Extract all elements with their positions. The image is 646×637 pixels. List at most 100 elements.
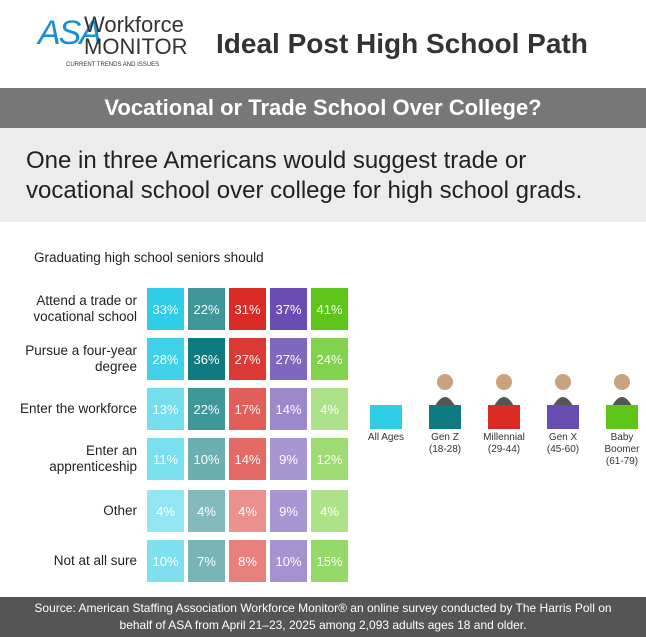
logo-tagline: CURRENT TRENDS AND ISSUES xyxy=(66,62,160,68)
cell: 4% xyxy=(147,490,184,532)
cell-label: 4% xyxy=(320,503,339,519)
cell-label: 14% xyxy=(234,451,261,467)
chart-title: Graduating high school seniors should xyxy=(34,250,264,265)
person-svg xyxy=(435,374,455,406)
cell: 27% xyxy=(229,338,266,380)
legend-swatch xyxy=(606,405,638,429)
cell: 41% xyxy=(311,288,348,330)
person-svg xyxy=(553,374,573,406)
cell: 11% xyxy=(147,438,184,480)
cell: 31% xyxy=(229,288,266,330)
cell-label: 17% xyxy=(234,401,261,417)
legend-swatch xyxy=(429,405,461,429)
cell-label: 13% xyxy=(152,401,179,417)
person-svg xyxy=(494,374,514,406)
row-label: Attend a trade or vocational school xyxy=(33,293,137,324)
cell: 24% xyxy=(311,338,348,380)
cell-label: 11% xyxy=(152,451,179,467)
cell-label: 31% xyxy=(234,301,261,317)
cell: 14% xyxy=(270,388,307,430)
cell-label: 10% xyxy=(275,553,302,569)
cell: 4% xyxy=(229,490,266,532)
cell-label: 27% xyxy=(275,351,302,367)
cell: 15% xyxy=(311,540,348,582)
cell-label: 41% xyxy=(316,301,343,317)
cell-label: 8% xyxy=(238,553,257,569)
cell-label: 10% xyxy=(152,553,179,569)
row-label: Enter an apprenticeship xyxy=(49,443,137,474)
cell-label: 33% xyxy=(152,301,179,317)
cell-label: 4% xyxy=(238,503,257,519)
legend-swatch xyxy=(547,405,579,429)
person-icon xyxy=(610,370,634,406)
legend-ages: (45-60) xyxy=(546,444,580,455)
cell: 4% xyxy=(311,388,348,430)
cell: 4% xyxy=(311,490,348,532)
logo-word: Workforce xyxy=(84,12,184,37)
cell: 10% xyxy=(188,438,225,480)
cell: 12% xyxy=(311,438,348,480)
cell: 10% xyxy=(270,540,307,582)
cell-label: 9% xyxy=(279,503,298,519)
legend-swatch xyxy=(370,405,402,429)
legend-label: Baby Boomer xyxy=(604,432,640,455)
legend-ages: (61-79) xyxy=(605,456,639,467)
cell-label: 27% xyxy=(234,351,261,367)
row-label: Not at all sure xyxy=(53,553,137,568)
legend-label: Gen Z xyxy=(431,432,459,443)
cell-label: 4% xyxy=(320,401,339,417)
person-icon xyxy=(492,370,516,406)
cell: 9% xyxy=(270,438,307,480)
person-icon xyxy=(433,370,457,406)
cell: 27% xyxy=(270,338,307,380)
row-label: Other xyxy=(103,503,137,518)
cell: 17% xyxy=(229,388,266,430)
cell-label: 24% xyxy=(316,351,343,367)
cell-label: 10% xyxy=(193,451,220,467)
logo-asa: ASA xyxy=(38,14,102,52)
cell-label: 22% xyxy=(193,401,220,417)
row-label: Enter the workforce xyxy=(19,401,137,416)
cell-label: 37% xyxy=(275,301,302,317)
cell: 7% xyxy=(188,540,225,582)
row-label: Pursue a four-year degree xyxy=(25,343,137,374)
banner: Vocational or Trade School Over College? xyxy=(0,88,646,128)
cell: 22% xyxy=(188,288,225,330)
logo: ASA Workforce MONITOR CURRENT TRENDS AND… xyxy=(38,8,198,78)
cell: 37% xyxy=(270,288,307,330)
cell: 14% xyxy=(229,438,266,480)
cell-label: 14% xyxy=(275,401,302,417)
headline: One in three Americans would suggest tra… xyxy=(26,147,583,204)
cell: 10% xyxy=(147,540,184,582)
cell: 8% xyxy=(229,540,266,582)
cell: 9% xyxy=(270,490,307,532)
title: Ideal Post High School Path xyxy=(216,28,588,59)
cell-label: 4% xyxy=(156,503,175,519)
person-svg xyxy=(612,374,632,406)
cell-label: 28% xyxy=(152,351,179,367)
cell: 22% xyxy=(188,388,225,430)
legend-ages: (18-28) xyxy=(428,444,462,455)
cell-label: 15% xyxy=(316,553,343,569)
cell: 28% xyxy=(147,338,184,380)
legend-label: Gen X xyxy=(548,432,578,443)
cell: 4% xyxy=(188,490,225,532)
cell-label: 36% xyxy=(193,351,220,367)
cell-label: 22% xyxy=(193,301,220,317)
cell: 33% xyxy=(147,288,184,330)
legend-ages: (29-44) xyxy=(487,444,521,455)
cell-label: 12% xyxy=(316,451,343,467)
cell-label: 4% xyxy=(197,503,216,519)
legend-label: All Ages xyxy=(367,432,405,443)
cell-label: 9% xyxy=(279,451,298,467)
headline-band: One in three Americans would suggest tra… xyxy=(0,128,646,222)
cell: 36% xyxy=(188,338,225,380)
cell-label: 7% xyxy=(197,553,216,569)
source: Source: American Staffing Association Wo… xyxy=(0,597,646,637)
legend-swatch xyxy=(488,405,520,429)
person-icon xyxy=(551,370,575,406)
cell: 13% xyxy=(147,388,184,430)
logo-word: MONITOR xyxy=(84,34,188,59)
legend-label: Millennial xyxy=(483,432,525,443)
